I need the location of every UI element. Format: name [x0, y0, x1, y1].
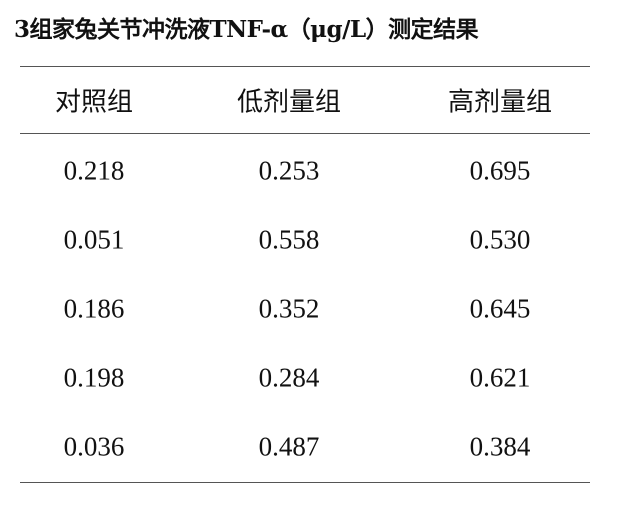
- title: 3组家兔关节冲洗液TNF-α（μg/L）测定结果: [14, 16, 479, 43]
- table-cell: 0.558: [258, 224, 320, 255]
- table-cell: 0.695: [469, 155, 531, 186]
- table-cell: 0.384: [469, 431, 531, 462]
- header-cell: 对照组: [54, 87, 133, 118]
- table-cell: 0.621: [469, 362, 531, 393]
- header-rule: [20, 133, 590, 134]
- table-cell: 0.352: [258, 293, 320, 324]
- table-cell: 0.487: [258, 431, 320, 462]
- table-cell: 0.530: [469, 224, 531, 255]
- table-cell: 0.284: [258, 362, 320, 393]
- header-cell: 高剂量组: [447, 87, 552, 118]
- table-cell: 0.051: [63, 224, 125, 255]
- top-rule: [20, 66, 590, 67]
- table-cell: 0.218: [63, 155, 125, 186]
- header-cell: 低剂量组: [236, 87, 341, 118]
- table-cell: 0.186: [63, 293, 125, 324]
- table-cell: 0.036: [63, 431, 125, 462]
- table-cell: 0.253: [258, 155, 320, 186]
- table-cell: 0.198: [63, 362, 125, 393]
- table-cell: 0.645: [469, 293, 531, 324]
- bottom-rule: [20, 482, 590, 483]
